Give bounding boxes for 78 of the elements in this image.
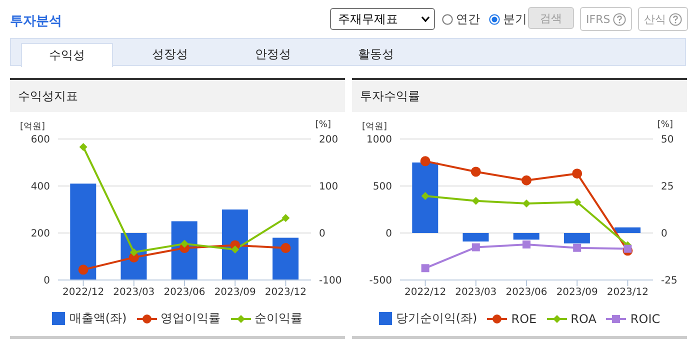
y2-tick-label: 50 — [661, 134, 674, 146]
point — [280, 243, 291, 254]
y-tick-label: 1000 — [366, 134, 392, 146]
bar — [272, 238, 299, 280]
y2-axis-title: [%] — [315, 120, 331, 130]
point — [472, 196, 480, 205]
y2-axis-title: [%] — [657, 120, 673, 130]
point — [624, 244, 632, 253]
y-tick-label: 0 — [386, 228, 392, 240]
bar — [614, 227, 641, 233]
x-tick-label: 2022/12 — [404, 287, 446, 298]
y-tick-label: 500 — [372, 182, 392, 193]
point — [572, 168, 582, 179]
legend-label: ROA — [570, 312, 596, 326]
bar — [564, 233, 590, 244]
y2-tick-label: 25 — [661, 182, 674, 193]
legend-label: 영업이익률 — [160, 310, 221, 327]
text: 안정성 — [254, 46, 292, 63]
point — [180, 240, 188, 248]
x-tick-label: 2022/12 — [62, 287, 104, 298]
point — [522, 240, 530, 248]
point — [573, 198, 582, 206]
y-tick-label: 200 — [30, 228, 50, 240]
legend-label: ROE — [511, 312, 537, 326]
point — [522, 175, 532, 186]
point — [231, 245, 240, 254]
bar — [412, 162, 438, 233]
text: 주재무제표 — [338, 10, 398, 28]
legend-label: 매출액(좌) — [69, 310, 127, 327]
bar — [222, 210, 248, 280]
x-tick-label: 2023/03 — [455, 287, 497, 298]
chart-title: 수익성지표 — [10, 78, 345, 112]
point — [421, 192, 430, 200]
x-tick-label: 2023/03 — [113, 287, 155, 298]
text: 검색 — [528, 7, 574, 29]
text: 분기 — [503, 11, 527, 28]
point — [472, 243, 480, 252]
point — [420, 156, 430, 166]
text: 연간 — [456, 11, 480, 28]
point — [282, 214, 290, 222]
y2-tick-label: 200 — [319, 134, 338, 146]
bar — [462, 233, 489, 242]
point — [573, 244, 582, 252]
y-tick-label: 400 — [30, 182, 50, 193]
bar — [70, 184, 96, 280]
y2-tick-label: 0 — [661, 228, 668, 240]
point — [421, 264, 430, 272]
point — [522, 199, 530, 208]
legend-label: 당기순이익(좌) — [396, 310, 478, 327]
legend-label: ROIC — [630, 312, 660, 326]
x-tick-label: 2023/12 — [606, 287, 648, 298]
y-tick-label: 600 — [30, 134, 50, 146]
y2-tick-label: 100 — [319, 182, 338, 193]
y2-tick-label: -25 — [661, 276, 678, 287]
y-axis-title: [억원] — [20, 121, 46, 133]
x-tick-label: 2023/06 — [506, 287, 548, 298]
text: 산식 — [638, 7, 688, 31]
point — [78, 264, 88, 275]
bar — [513, 233, 540, 240]
x-tick-label: 2023/12 — [264, 287, 306, 298]
point — [470, 166, 481, 177]
text: 투자분석 — [10, 13, 62, 30]
text: 수익성 — [21, 43, 113, 67]
y2-tick-label: 0 — [319, 228, 326, 240]
text: 성장성 — [151, 46, 189, 63]
x-tick-label: 2023/09 — [214, 287, 256, 298]
y-tick-label: 0 — [44, 276, 50, 287]
x-tick-label: 2023/09 — [556, 287, 598, 298]
chart-title: 투자수익률 — [352, 78, 687, 112]
y-axis-title: [억원] — [362, 121, 388, 133]
text: 활동성 — [357, 46, 395, 63]
legend-label: 순이익률 — [254, 310, 303, 327]
point — [130, 248, 138, 256]
x-tick-label: 2023/06 — [164, 287, 206, 298]
y2-tick-label: -100 — [319, 276, 342, 287]
point — [79, 142, 88, 151]
text: IFRS — [580, 7, 632, 31]
y-tick-label: -500 — [369, 276, 392, 287]
